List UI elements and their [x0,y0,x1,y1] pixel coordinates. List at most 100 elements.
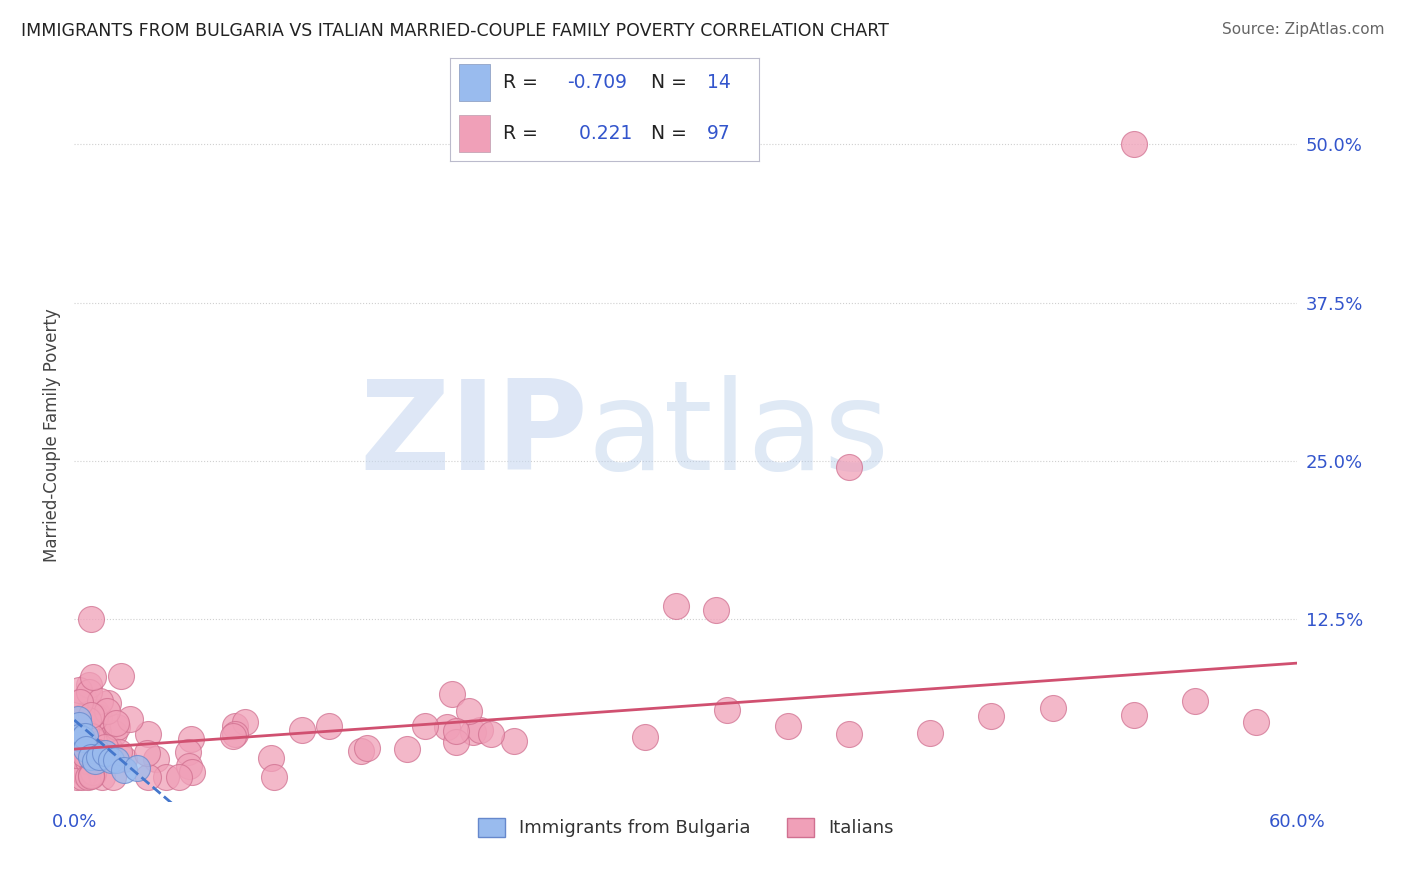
Point [112,751,135,765]
Point [66,725,89,739]
Point [80,725,103,739]
Point [479,727,502,741]
Point [441,687,464,701]
Point [233,715,256,730]
Point [84,710,107,724]
Bar [460,115,491,153]
Point [87,725,110,739]
Point [224,719,246,733]
Point [77,678,100,692]
Point [82,765,104,780]
Point [83,754,105,768]
Point [177,759,200,773]
Point [145,751,167,765]
Point [75,742,97,756]
Point [87,750,110,764]
Point [155,770,177,784]
Point [73,692,96,706]
Point [838,727,860,741]
Point [65,747,87,762]
Point [83,711,105,725]
Point [350,744,373,758]
Point [96,704,118,718]
Point [72,710,94,724]
Text: N =: N = [651,124,693,144]
Point [318,719,340,733]
Point [86,745,108,759]
Point [70,743,93,757]
Point [444,724,467,739]
Point [73,747,96,761]
Point [67,730,90,744]
Point [458,704,481,718]
Point [94,740,117,755]
Point [1042,701,1064,715]
Point [84,733,107,747]
Y-axis label: Married-Couple Family Poverty: Married-Couple Family Poverty [44,309,60,562]
Text: R =: R = [502,124,543,144]
Point [177,745,200,759]
Point [108,745,131,759]
Point [222,729,245,743]
Point [1123,707,1146,722]
Point [180,732,202,747]
Point [1184,694,1206,708]
Point [436,721,458,735]
Point [444,735,467,749]
Text: Source: ZipAtlas.com: Source: ZipAtlas.com [1222,22,1385,37]
Point [84,705,107,719]
Point [260,751,283,765]
Point [356,741,378,756]
Point [73,766,96,780]
Point [79,729,101,743]
Point [91,770,114,784]
Text: 0.221: 0.221 [568,124,633,144]
Point [716,703,738,717]
Point [503,733,526,747]
Point [100,753,122,767]
Point [112,764,135,778]
Point [77,685,100,699]
Point [98,741,121,756]
Point [80,708,103,723]
Text: 14: 14 [707,73,731,92]
Text: -0.709: -0.709 [568,73,627,92]
Point [136,770,159,784]
Point [89,694,111,708]
Text: IMMIGRANTS FROM BULGARIA VS ITALIAN MARRIED-COUPLE FAMILY POVERTY CORRELATION CH: IMMIGRANTS FROM BULGARIA VS ITALIAN MARR… [21,22,889,40]
Point [80,749,103,764]
Point [415,719,437,733]
Point [65,739,87,754]
Point [776,719,799,733]
Point [1246,715,1268,730]
Point [83,734,105,748]
Point [76,770,98,784]
Point [838,460,860,475]
Point [664,599,686,614]
Point [290,723,312,737]
Point [97,696,120,710]
Point [86,719,108,733]
Point [180,765,202,780]
Point [468,723,491,737]
Point [395,742,418,756]
Point [463,725,485,739]
Point [82,767,104,781]
Point [980,709,1002,723]
Point [79,612,101,626]
Point [920,725,942,739]
Text: atlas: atlas [588,375,890,496]
Point [136,726,159,740]
Point [65,770,87,784]
Point [634,730,657,744]
Point [105,754,128,768]
Point [104,716,127,731]
Text: ZIP: ZIP [359,375,588,496]
Point [80,768,103,782]
Point [80,769,103,783]
Point [67,683,90,698]
Bar [460,64,491,101]
Point [82,670,104,684]
Point [93,746,115,760]
Text: 97: 97 [707,124,730,144]
